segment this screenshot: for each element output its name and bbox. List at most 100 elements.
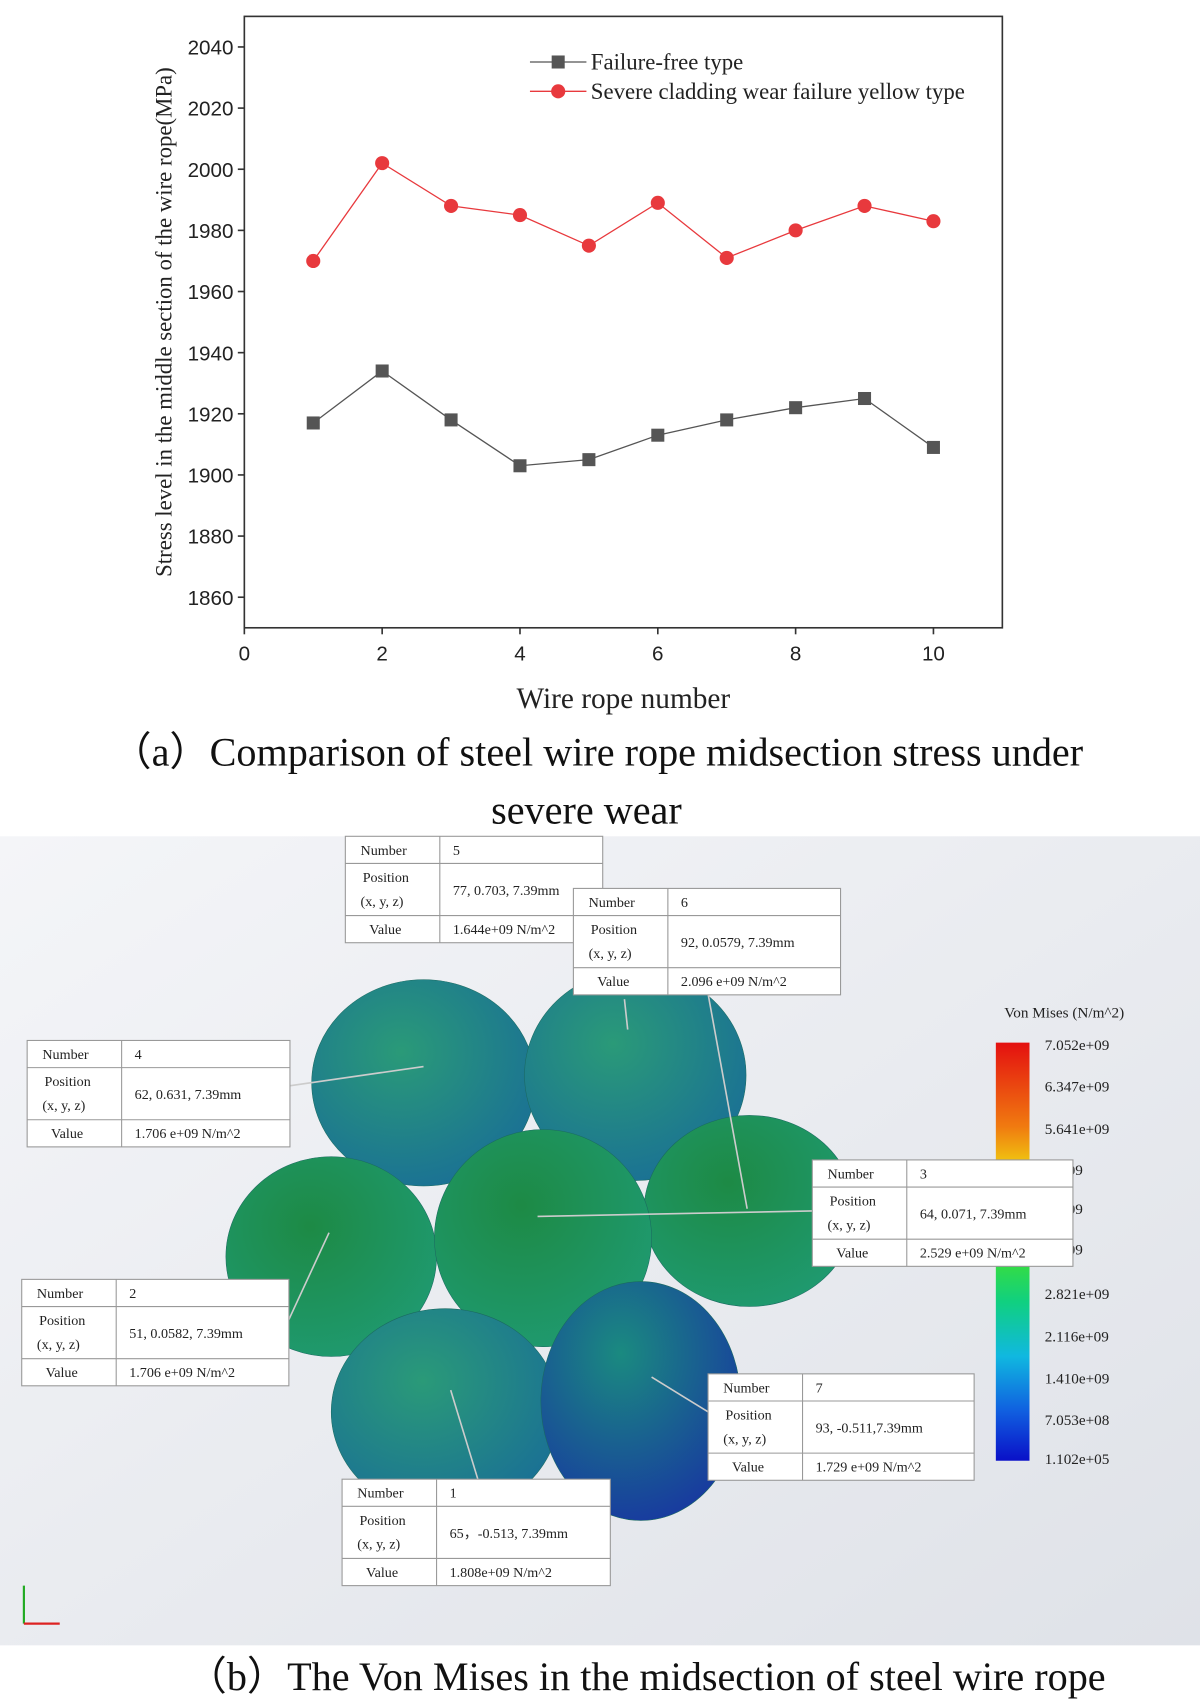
cell-label: (x, y, z) xyxy=(361,894,404,910)
data-point xyxy=(926,440,940,454)
cell-label: Position xyxy=(591,922,637,938)
legend-marker xyxy=(551,55,565,69)
table-box xyxy=(21,1278,290,1387)
data-point xyxy=(444,413,458,427)
cell-value: 1 xyxy=(450,1486,457,1502)
cell-value: 2.096 e+09 N/m^2 xyxy=(681,974,787,990)
legend-marker xyxy=(551,84,566,99)
colorbar-label: 1.410e+09 xyxy=(1045,1371,1110,1388)
data-point xyxy=(444,198,459,213)
callout-table: Number Position (x, y, z) Value 1 65，-0.513, … xyxy=(341,1478,611,1587)
cell-label: (x, y, z) xyxy=(357,1537,400,1553)
y-tick-label: 1980 xyxy=(188,220,234,243)
cell-value: 4 xyxy=(135,1047,142,1063)
callout-table: Number Position (x, y, z) Value 5 77, 0.703, … xyxy=(344,835,604,944)
cell-value: 1.644e+09 N/m^2 xyxy=(453,922,555,938)
data-point xyxy=(513,459,527,473)
data-point xyxy=(720,413,734,427)
callout-table: Number Position (x, y, z) Value 2 51, 0.0582,… xyxy=(21,1278,290,1387)
colorbar-label: 2.821e+09 xyxy=(1045,1286,1110,1303)
cell-value: 65，-0.513, 7.39mm xyxy=(450,1526,568,1542)
table-box xyxy=(707,1373,975,1481)
cell-value: 1.706 e+09 N/m^2 xyxy=(135,1126,241,1142)
colorbar-label: 6.347e+09 xyxy=(1045,1079,1110,1096)
table-box xyxy=(572,887,842,996)
cell-label: Value xyxy=(51,1126,83,1142)
table-box xyxy=(811,1159,1074,1267)
y-axis-label: Stress level in the middle section of th… xyxy=(152,67,177,577)
data-point xyxy=(719,250,734,265)
table-box xyxy=(341,1478,611,1587)
caption-b: （b）The Von Mises in the midsection of st… xyxy=(187,1654,1106,1699)
data-point xyxy=(581,238,596,253)
cell-value: 1.706 e+09 N/m^2 xyxy=(129,1365,235,1381)
data-point xyxy=(306,416,320,430)
x-tick-label: 2 xyxy=(376,642,387,665)
y-tick-label: 2000 xyxy=(188,159,234,182)
cell-label: Position xyxy=(359,1513,405,1529)
data-point xyxy=(306,253,321,269)
cell-label: Position xyxy=(830,1194,876,1210)
cell-value: 5 xyxy=(453,843,460,859)
cell-value: 64, 0.071, 7.39mm xyxy=(920,1207,1027,1223)
colorbar-label: 7.052e+09 xyxy=(1045,1037,1110,1054)
x-tick-label: 10 xyxy=(922,642,945,665)
cell-label: Value xyxy=(46,1365,78,1381)
leader-lines xyxy=(287,993,813,1480)
data-point xyxy=(375,364,389,378)
data-point xyxy=(375,156,390,171)
cell-label: Value xyxy=(369,922,401,938)
cell-label: Number xyxy=(357,1486,404,1502)
y-tick-label: 2040 xyxy=(188,37,234,60)
cell-label: Value xyxy=(597,974,629,990)
series-line xyxy=(312,162,934,262)
x-axis-label: Wire rope number xyxy=(516,683,730,715)
cell-label: Value xyxy=(732,1460,764,1476)
data-point xyxy=(788,223,803,238)
cell-label: Position xyxy=(725,1407,771,1423)
x-tick-label: 8 xyxy=(790,642,801,665)
caption-line: （a）Comparison of steel wire rope midsect… xyxy=(111,730,1083,775)
y-tick-label: 1860 xyxy=(188,587,234,610)
data-point xyxy=(512,208,528,223)
axis-triad xyxy=(22,1585,60,1625)
cell-value: 1.808e+09 N/m^2 xyxy=(450,1565,552,1581)
table-box xyxy=(26,1039,291,1148)
cell-label: Number xyxy=(37,1286,84,1302)
cell-value: 51, 0.0582, 7.39mm xyxy=(129,1326,243,1342)
cell-label: Number xyxy=(828,1166,875,1182)
callout-table: Number Position (x, y, z) Value 4 62, 0.631, … xyxy=(26,1039,291,1148)
cell-label: (x, y, z) xyxy=(723,1431,766,1447)
cell-label: Value xyxy=(836,1246,868,1262)
caption-a: （a）Comparison of steel wire rope midsect… xyxy=(111,730,1083,833)
callout-table: Number Position (x, y, z) Value 7 93, -0.511,… xyxy=(707,1373,975,1481)
cell-label: Number xyxy=(42,1047,89,1063)
cell-label: Position xyxy=(39,1313,85,1329)
cell-label: Position xyxy=(363,870,409,886)
y-tick-label: 1880 xyxy=(188,526,234,549)
cell-label: Number xyxy=(361,843,408,859)
cell-label: Value xyxy=(366,1565,398,1581)
data-point xyxy=(651,428,665,442)
wire-strands xyxy=(225,969,855,1521)
y-tick-label: 2020 xyxy=(188,98,234,121)
data-point xyxy=(582,453,596,467)
colorbar-title: Von Mises (N/m^2) xyxy=(1004,1005,1124,1022)
cell-value: 77, 0.703, 7.39mm xyxy=(453,883,560,899)
cell-label: (x, y, z) xyxy=(37,1337,80,1353)
cell-label: (x, y, z) xyxy=(42,1098,85,1114)
data-point xyxy=(650,195,665,210)
cell-value: 7 xyxy=(816,1380,823,1396)
x-tick-label: 6 xyxy=(652,642,663,665)
cell-label: (x, y, z) xyxy=(828,1217,871,1233)
cell-label: Number xyxy=(589,895,636,911)
cell-label: Position xyxy=(45,1074,91,1090)
plot-frame xyxy=(243,15,1004,629)
cell-value: 92, 0.0579, 7.39mm xyxy=(681,935,795,951)
cell-value: 6 xyxy=(681,895,688,911)
y-tick-label: 1900 xyxy=(188,465,234,488)
legend-label: Failure-free type xyxy=(591,50,744,75)
x-tick-label: 4 xyxy=(514,642,525,665)
cell-value: 2 xyxy=(129,1286,136,1302)
